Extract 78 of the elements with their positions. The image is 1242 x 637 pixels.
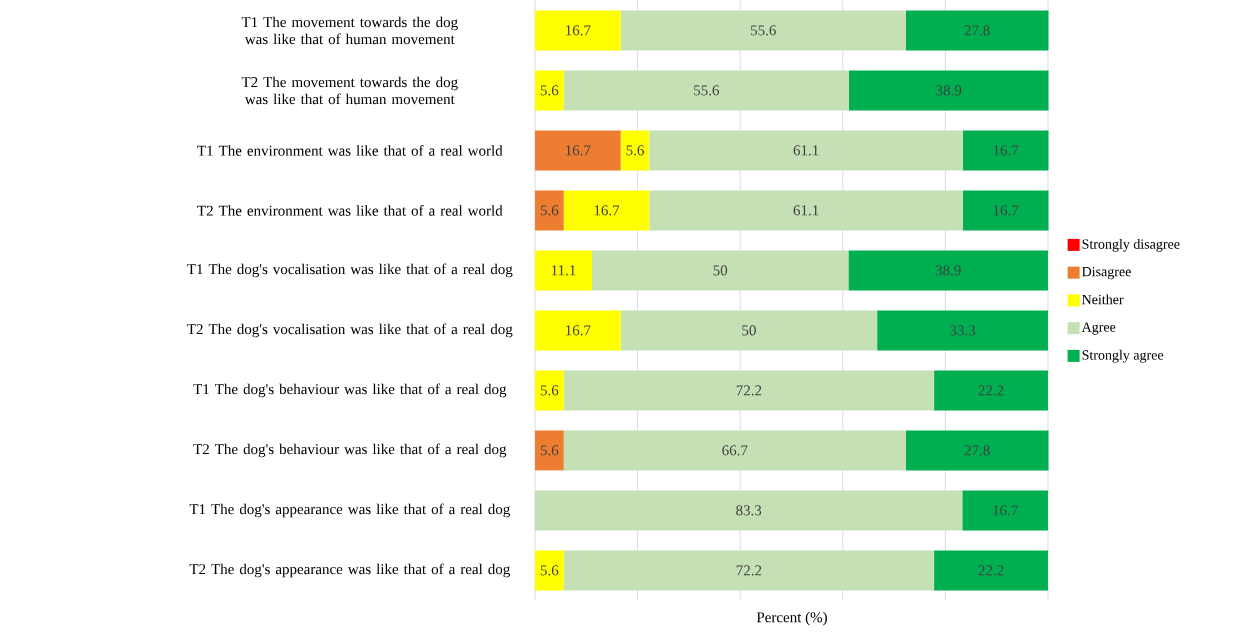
bar <box>563 550 935 591</box>
bar <box>934 370 1048 411</box>
bar <box>535 190 564 231</box>
y-tick-label: T2 The movement towards the dog was like that of human movement <box>241 76 458 104</box>
legend-label: Agree <box>1081 322 1116 335</box>
y-tick-label: T2 The dog's behaviour was like that of a real dog <box>193 443 507 458</box>
bar <box>535 310 621 351</box>
legend-label: Neither <box>1082 294 1124 305</box>
legend-label: Disagree <box>1082 266 1131 280</box>
bar <box>848 70 1049 111</box>
data-label: 22.2 <box>978 385 1004 396</box>
data-label: 16.7 <box>566 325 591 336</box>
data-label: 5.6 <box>540 565 559 576</box>
bar <box>962 490 1048 531</box>
legend-label: Strongly disagree <box>1082 238 1180 252</box>
data-label: 72.2 <box>736 565 762 576</box>
bar <box>620 310 878 351</box>
y-tick-label: T2 The dog's vocalisation was like that of a real dog <box>187 323 513 338</box>
bar <box>591 250 849 291</box>
bar <box>535 130 621 171</box>
bar <box>563 370 935 411</box>
x-axis-title: Percent (%) <box>756 611 827 626</box>
bar <box>649 130 963 171</box>
data-label: 27.8 <box>964 25 990 36</box>
bar <box>848 250 1048 291</box>
data-label: 5.6 <box>626 145 644 156</box>
data-label: 33.3 <box>950 325 976 336</box>
data-label: 83.3 <box>736 505 762 516</box>
data-label: 5.6 <box>540 205 559 216</box>
bar <box>620 130 650 171</box>
bar <box>649 190 963 231</box>
bar <box>535 70 564 111</box>
bar <box>962 130 1049 171</box>
data-label: 72.2 <box>736 385 762 396</box>
bar <box>563 430 906 471</box>
bar <box>535 370 564 411</box>
y-tick-label: T2 The dog's appearance was like that of a real dog <box>189 563 510 578</box>
bar <box>962 190 1049 231</box>
data-label: 5.6 <box>540 445 559 456</box>
y-tick-label: T1 The dog's behaviour was like that of a real dog <box>193 383 507 398</box>
data-label: 16.7 <box>566 145 591 156</box>
bar <box>905 10 1049 51</box>
bar <box>877 310 1048 351</box>
bar <box>563 190 650 231</box>
y-tick-label: T1 The dog's vocalisation was like that of a real dog <box>187 263 513 278</box>
data-label: 16.7 <box>993 145 1019 156</box>
bar <box>535 250 592 291</box>
bar <box>535 430 564 471</box>
y-tick-label: T1 The environment was like that of a real world <box>197 144 503 156</box>
y-tick-label: T2 The environment was like that of a real world <box>197 204 503 216</box>
data-label: 16.7 <box>993 505 1018 516</box>
legend-label: Strongly agree <box>1082 349 1164 363</box>
data-label: 5.6 <box>540 85 559 96</box>
data-label: 38.9 <box>936 85 962 96</box>
data-label: 5.6 <box>540 385 559 396</box>
data-label: 66.7 <box>722 445 748 456</box>
bar <box>905 430 1049 471</box>
data-label: 55.6 <box>751 25 776 36</box>
data-label: 61.1 <box>793 205 819 216</box>
data-label: 55.6 <box>694 85 720 96</box>
data-label: 16.7 <box>566 25 591 36</box>
data-label: 38.9 <box>935 265 961 276</box>
data-label: 27.8 <box>964 445 990 456</box>
bar <box>535 550 564 591</box>
data-label: 16.7 <box>993 205 1019 216</box>
data-label: 61.1 <box>793 145 819 156</box>
bar <box>563 70 849 111</box>
y-tick-label: T1 The dog's appearance was like that of a real dog <box>189 503 510 518</box>
bar <box>620 10 906 51</box>
data-label: 50 <box>713 265 728 276</box>
y-tick-label: T1 The movement towards the dog was like that of human movement <box>241 16 458 44</box>
bar <box>535 10 621 51</box>
bar <box>535 490 963 531</box>
data-label: 50 <box>742 325 756 336</box>
bar <box>934 550 1048 591</box>
data-label: 16.7 <box>594 205 620 216</box>
data-label: 22.2 <box>978 565 1004 576</box>
data-label: 11.1 <box>551 265 576 276</box>
